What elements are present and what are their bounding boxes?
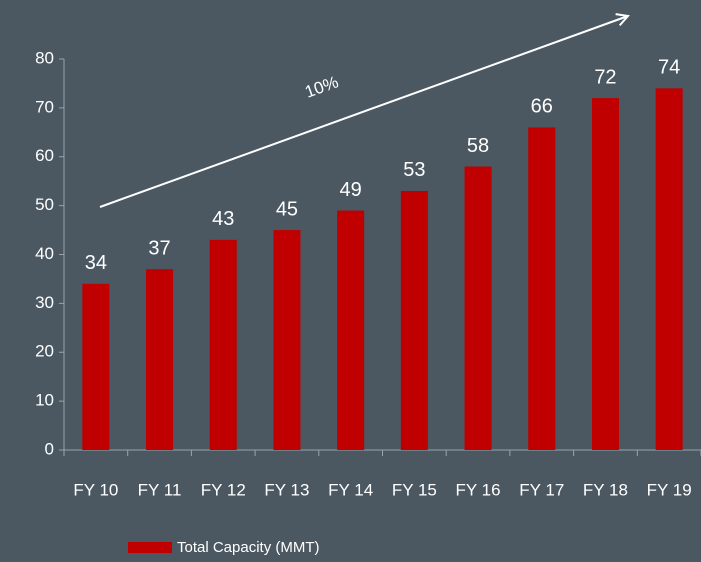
y-tick-label: 20	[35, 342, 54, 361]
x-tick-label: FY 17	[519, 480, 564, 499]
bar	[464, 166, 492, 450]
data-label: 45	[276, 198, 298, 220]
data-label: 37	[148, 237, 170, 259]
bar	[528, 127, 556, 451]
y-tick-label: 80	[35, 48, 54, 67]
x-tick-label: FY 12	[201, 480, 246, 499]
bar	[655, 88, 683, 450]
y-tick-label: 60	[35, 146, 54, 165]
y-tick-label: 70	[35, 97, 54, 116]
data-label: 72	[594, 66, 616, 88]
x-tick-label: FY 10	[73, 480, 118, 499]
data-label: 74	[658, 57, 680, 79]
bar	[82, 283, 110, 450]
y-tick-label: 40	[35, 244, 54, 263]
x-tick-label: FY 19	[647, 480, 692, 499]
data-label: 58	[467, 135, 489, 157]
data-label: 43	[212, 208, 234, 230]
legend-swatch	[128, 542, 172, 553]
data-label: 66	[531, 96, 553, 118]
data-label: 49	[340, 179, 362, 201]
x-tick-label: FY 14	[328, 480, 373, 499]
data-label: 53	[403, 159, 425, 181]
x-tick-label: FY 15	[392, 480, 437, 499]
bar	[337, 210, 365, 450]
bar	[209, 239, 237, 450]
x-tick-label: FY 13	[264, 480, 309, 499]
legend-label: Total Capacity (MMT)	[177, 539, 320, 556]
x-tick-label: FY 16	[456, 480, 501, 499]
bar	[591, 98, 619, 450]
data-label: 34	[85, 252, 107, 274]
y-tick-label: 10	[35, 391, 54, 410]
bar	[273, 230, 301, 450]
bar	[146, 269, 174, 450]
y-tick-label: 0	[45, 439, 54, 458]
bar	[400, 190, 428, 450]
trend-arrow	[99, 16, 628, 208]
x-tick-label: FY 18	[583, 480, 628, 499]
x-tick-label: FY 11	[138, 480, 182, 499]
y-tick-label: 50	[35, 195, 54, 214]
y-tick-label: 30	[35, 293, 54, 312]
